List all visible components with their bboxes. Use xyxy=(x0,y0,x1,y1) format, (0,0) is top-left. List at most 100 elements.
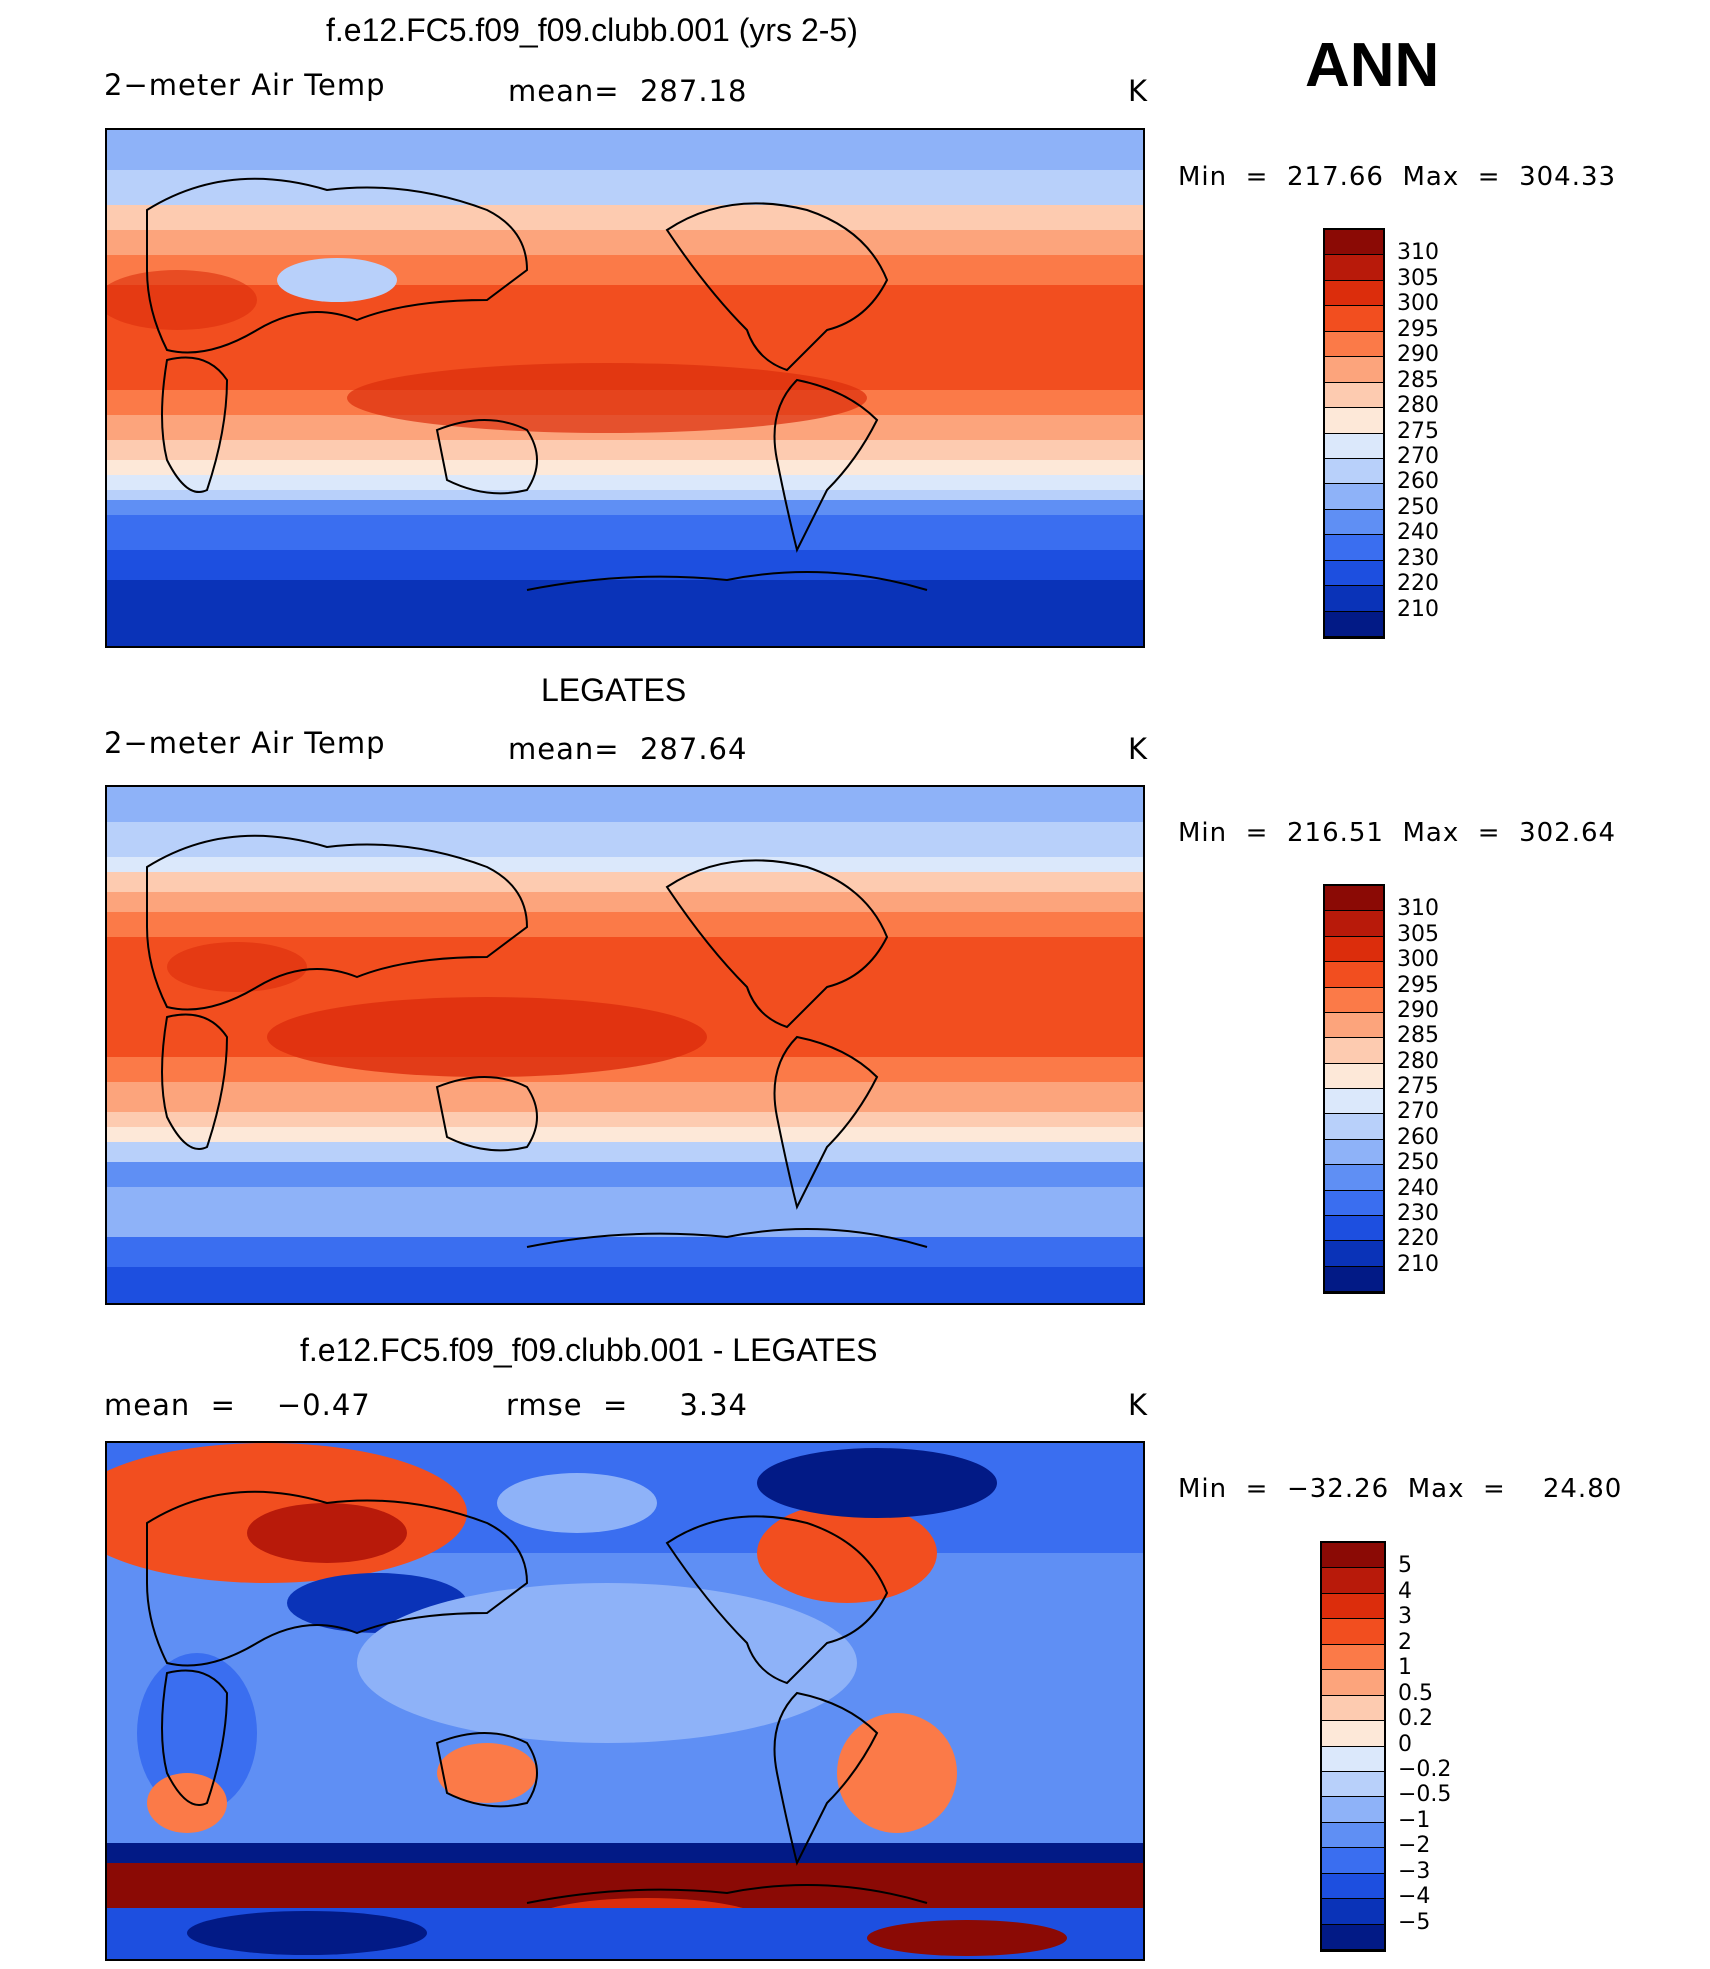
colorbar-label: 240 xyxy=(1397,520,1439,546)
colorbar-segment xyxy=(1325,962,1383,988)
colorbar-segment xyxy=(1325,535,1383,561)
units-label: K xyxy=(1128,74,1149,108)
colorbar-segment xyxy=(1325,1266,1383,1292)
colorbar-label: 275 xyxy=(1397,418,1439,444)
variable-label: 2−meter Air Temp xyxy=(104,726,386,760)
colorbar-label: 285 xyxy=(1397,1023,1439,1049)
colorbar-segment xyxy=(1325,433,1383,459)
colorbar-label: −4 xyxy=(1398,1884,1431,1910)
colorbar-segment xyxy=(1325,458,1383,485)
colorbar-label: 220 xyxy=(1397,1226,1439,1252)
colorbar-label: 4 xyxy=(1398,1578,1412,1604)
colorbar-label: 250 xyxy=(1397,1150,1439,1176)
colorbar-diff xyxy=(1320,1541,1386,1952)
colorbar-label: 290 xyxy=(1397,342,1439,368)
colorbar-segment xyxy=(1325,936,1383,963)
colorbar-label: 300 xyxy=(1397,947,1439,973)
colorbar-segment xyxy=(1325,306,1383,332)
colorbar-segment xyxy=(1325,382,1383,409)
colorbar-label: −0.2 xyxy=(1398,1756,1452,1782)
map-obs xyxy=(105,785,1145,1305)
colorbar-label: 290 xyxy=(1397,997,1439,1023)
panel-title: f.e12.FC5.f09_f09.clubb.001 (yrs 2-5) xyxy=(326,12,858,48)
season-label: ANN xyxy=(1305,31,1440,100)
mean-label: mean= 287.18 xyxy=(508,74,748,108)
panel-title: f.e12.FC5.f09_f09.clubb.001 - LEGATES xyxy=(300,1332,878,1368)
colorbar-segment xyxy=(1325,911,1383,937)
map-diff xyxy=(105,1441,1145,1961)
colorbar-label: 305 xyxy=(1397,921,1439,947)
colorbar-segment xyxy=(1325,586,1383,612)
colorbar-segment xyxy=(1325,1063,1383,1089)
colorbar-label: 230 xyxy=(1397,1200,1439,1226)
colorbar-label: 220 xyxy=(1397,571,1439,597)
colorbar-segment xyxy=(1325,408,1383,434)
colorbar-segment xyxy=(1325,987,1383,1013)
minmax-label: Min = 217.66 Max = 304.33 xyxy=(1178,162,1617,192)
colorbar-label: 210 xyxy=(1397,596,1439,622)
colorbar-label: 0.5 xyxy=(1398,1680,1433,1706)
colorbar-label: 0 xyxy=(1398,1731,1412,1757)
colorbar-segment xyxy=(1322,1543,1384,1569)
colorbar-segment xyxy=(1322,1873,1384,1900)
colorbar-label: −5 xyxy=(1398,1909,1431,1935)
colorbar-segment xyxy=(1325,560,1383,587)
colorbar-label: 260 xyxy=(1397,469,1439,495)
colorbar-segment xyxy=(1325,1114,1383,1140)
colorbar-label: −3 xyxy=(1398,1858,1431,1884)
colorbar-label: 300 xyxy=(1397,291,1439,317)
minmax-label: Min = −32.26 Max = 24.80 xyxy=(1178,1474,1623,1504)
colorbar-segment xyxy=(1325,1215,1383,1242)
colorbar-segment xyxy=(1322,1670,1384,1696)
colorbar-segment xyxy=(1322,1695,1384,1722)
colorbar-segment xyxy=(1325,611,1383,637)
colorbar-segment xyxy=(1322,1619,1384,1645)
colorbar-segment xyxy=(1325,1038,1383,1064)
colorbar-obs xyxy=(1323,884,1385,1294)
colorbar-segment xyxy=(1325,357,1383,383)
colorbar-segment xyxy=(1322,1822,1384,1849)
colorbar-label: 240 xyxy=(1397,1175,1439,1201)
colorbar-segment xyxy=(1322,1644,1384,1671)
colorbar-segment xyxy=(1322,1899,1384,1925)
colorbar-segment xyxy=(1325,331,1383,358)
colorbar-label: 0.2 xyxy=(1398,1706,1433,1732)
variable-label: 2−meter Air Temp xyxy=(104,68,386,102)
mean-label: mean= 287.64 xyxy=(508,732,748,766)
colorbar-segment xyxy=(1325,1089,1383,1115)
units-label: K xyxy=(1128,1388,1149,1422)
colorbar-label: 310 xyxy=(1397,896,1439,922)
colorbar-segment xyxy=(1322,1797,1384,1823)
colorbar-label: 275 xyxy=(1397,1074,1439,1099)
colorbar-label: 295 xyxy=(1397,316,1439,342)
colorbar-segment xyxy=(1322,1721,1384,1747)
colorbar-label: 285 xyxy=(1397,367,1439,393)
colorbar-segment xyxy=(1325,1241,1383,1267)
minmax-label: Min = 216.51 Max = 302.64 xyxy=(1178,818,1617,848)
map-model xyxy=(105,128,1145,648)
colorbar-segment xyxy=(1325,1190,1383,1216)
colorbar-label: 2 xyxy=(1398,1629,1412,1655)
colorbar-segment xyxy=(1322,1771,1384,1798)
colorbar-label: 5 xyxy=(1398,1553,1412,1579)
colorbar-label: 305 xyxy=(1397,265,1439,291)
colorbar-label: 270 xyxy=(1397,1099,1439,1125)
colorbar-segment xyxy=(1325,255,1383,281)
colorbar-segment xyxy=(1325,230,1383,256)
colorbar-label: 295 xyxy=(1397,972,1439,998)
colorbar-segment xyxy=(1325,886,1383,912)
colorbar-label: 310 xyxy=(1397,240,1439,266)
colorbar-label: −2 xyxy=(1398,1833,1431,1859)
colorbar-label: 3 xyxy=(1398,1604,1412,1630)
colorbar-label: −1 xyxy=(1398,1807,1431,1833)
colorbar-segment xyxy=(1322,1568,1384,1594)
colorbar-label: 1 xyxy=(1398,1655,1412,1681)
colorbar-label: 250 xyxy=(1397,494,1439,520)
colorbar-model xyxy=(1323,228,1385,639)
colorbar-label: −0.5 xyxy=(1398,1782,1452,1808)
colorbar-segment xyxy=(1322,1848,1384,1874)
diff-mean-label: mean = −0.47 xyxy=(104,1388,371,1422)
colorbar-segment xyxy=(1325,1139,1383,1166)
panel-title: LEGATES xyxy=(541,672,687,708)
colorbar-label: 280 xyxy=(1397,1048,1439,1074)
